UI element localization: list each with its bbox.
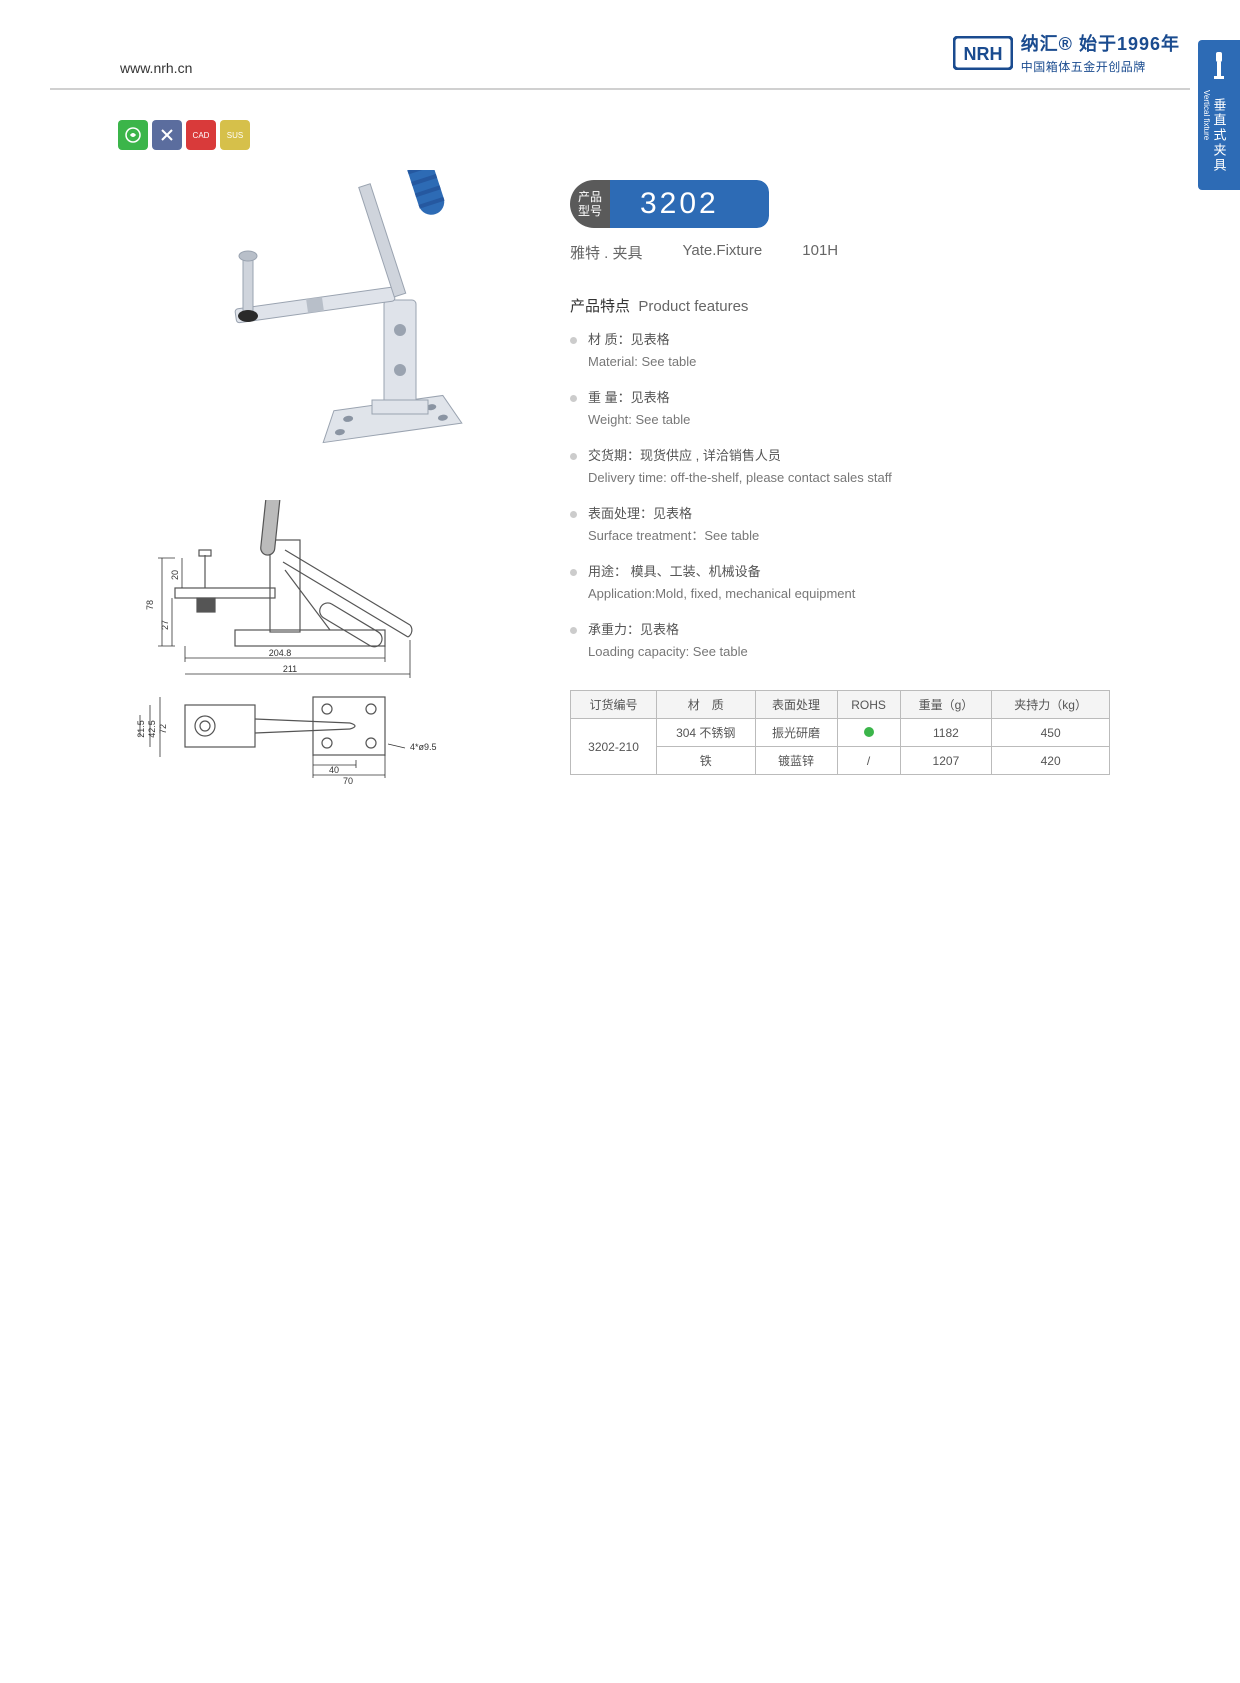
brand-cn: 纳汇® 始于1996年: [1021, 30, 1180, 56]
dim-20: 20: [170, 570, 180, 580]
features-list: 材 质：见表格 Material: See table 重 量：见表格 Weig…: [570, 330, 1130, 662]
fixture-icon: [1210, 50, 1228, 80]
col-weight: 重量（g）: [900, 691, 992, 719]
dim-21-5: 21.5: [136, 720, 146, 738]
cell-surface: 镀蓝锌: [755, 747, 837, 775]
subtitle-cn: 雅特 . 夹具: [570, 242, 643, 263]
col-clamp-force: 夹持力（kg）: [992, 691, 1110, 719]
dim-70: 70: [343, 776, 353, 786]
dim-72: 72: [158, 724, 168, 734]
dim-78: 78: [145, 600, 155, 610]
cell-rohs: /: [837, 747, 900, 775]
model-label: 产品 型号: [570, 180, 610, 228]
badge-tools-icon: [152, 120, 182, 150]
cell-weight: 1182: [900, 719, 992, 747]
cell-weight: 1207: [900, 747, 992, 775]
brand-sub: 中国箱体五金开创品牌: [1021, 58, 1180, 75]
side-tab-cn: 垂直式夹具: [1210, 98, 1229, 173]
svg-text:NRH: NRH: [963, 44, 1002, 64]
model-number: 3202: [610, 180, 769, 228]
subtitle-en: Yate.Fixture: [683, 242, 763, 263]
rohs-dot-icon: [864, 727, 874, 737]
header-divider: [50, 88, 1190, 90]
feature-weight: 重 量：见表格 Weight: See table: [570, 388, 1130, 430]
col-material: 材 质: [657, 691, 755, 719]
col-surface: 表面处理: [755, 691, 837, 719]
dim-204-8: 204.8: [269, 648, 292, 658]
dim-27: 27: [160, 620, 170, 630]
badge-cad: CAD: [186, 120, 216, 150]
feature-loading: 承重力：见表格 Loading capacity: See table: [570, 620, 1130, 662]
dim-40: 40: [329, 765, 339, 775]
feature-delivery: 交货期：现货供应 , 详洽销售人员 Delivery time: off-the…: [570, 446, 1130, 488]
dim-holes: 4*ø9.5: [410, 742, 437, 752]
nrh-logo: NRH: [953, 36, 1013, 70]
col-rohs: ROHS: [837, 691, 900, 719]
side-category-tab: Vertical fixture 垂直式夹具: [1198, 40, 1240, 190]
feature-material: 材 质：见表格 Material: See table: [570, 330, 1130, 372]
table-row: 3202-210 304 不锈钢 振光研磨 1182 450: [571, 719, 1110, 747]
model-badge: 产品 型号 3202: [570, 180, 769, 228]
product-photo: [120, 170, 540, 490]
cell-material: 铁: [657, 747, 755, 775]
cell-rohs: [837, 719, 900, 747]
dim-42-5: 42.5: [147, 720, 157, 738]
product-subtitle: 雅特 . 夹具 Yate.Fixture 101H: [570, 242, 1130, 263]
feature-application: 用途： 模具、工装、机械设备 Application:Mold, fixed, …: [570, 562, 1130, 604]
subtitle-code: 101H: [802, 242, 838, 263]
spec-table: 订货编号 材 质 表面处理 ROHS 重量（g） 夹持力（kg） 3202-21…: [570, 690, 1110, 775]
cell-force: 450: [992, 719, 1110, 747]
cell-force: 420: [992, 747, 1110, 775]
technical-drawing: 204.8 211 78 27 20: [120, 500, 540, 780]
table-header-row: 订货编号 材 质 表面处理 ROHS 重量（g） 夹持力（kg）: [571, 691, 1110, 719]
feature-surface: 表面处理：见表格 Surface treatment：See table: [570, 504, 1130, 546]
logo-block: NRH 纳汇® 始于1996年 中国箱体五金开创品牌: [953, 30, 1180, 75]
badge-sus: SUS: [220, 120, 250, 150]
side-tab-en: Vertical fixture: [1202, 90, 1211, 140]
header-url: www.nrh.cn: [120, 60, 192, 76]
badge-eco-icon: [118, 120, 148, 150]
cell-order-no: 3202-210: [571, 719, 657, 775]
cell-material: 304 不锈钢: [657, 719, 755, 747]
dim-211: 211: [283, 664, 297, 674]
certification-badges: CAD SUS: [118, 120, 250, 150]
cell-surface: 振光研磨: [755, 719, 837, 747]
col-order-no: 订货编号: [571, 691, 657, 719]
features-title: 产品特点 Product features: [570, 295, 1130, 316]
